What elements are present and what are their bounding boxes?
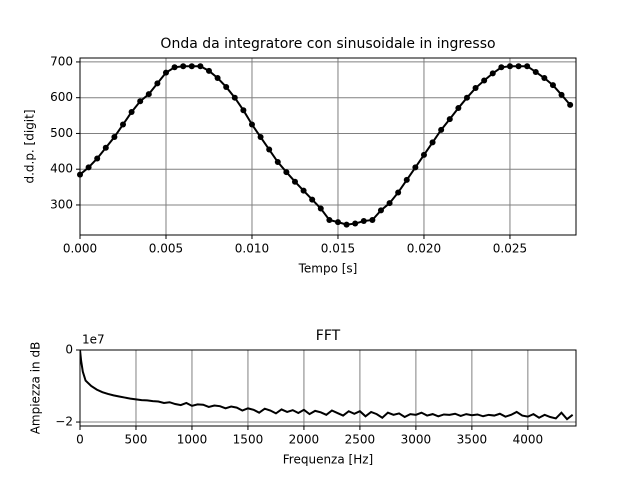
data-point	[231, 94, 238, 101]
y-tick-label: −2	[55, 415, 73, 429]
y-axis-label: d.d.p. [digit]	[23, 109, 37, 183]
x-tick-label: 3500	[457, 433, 488, 447]
data-point	[369, 216, 376, 223]
y-tick-label: 700	[50, 54, 73, 68]
data-line	[80, 350, 574, 421]
axes-frame	[79, 349, 577, 427]
chart-title: FFT	[316, 328, 341, 344]
data-point	[317, 205, 324, 212]
data-point	[223, 83, 230, 90]
data-point	[137, 98, 144, 105]
data-point	[489, 70, 496, 77]
y-offset-label: 1e7	[82, 333, 105, 347]
x-tick-label: 1500	[233, 433, 264, 447]
data-point	[188, 63, 195, 70]
data-point	[291, 178, 298, 185]
data-point	[549, 82, 556, 89]
data-point	[541, 75, 548, 82]
data-point	[85, 164, 92, 171]
data-point	[266, 146, 273, 153]
data-point	[412, 164, 419, 171]
data-point	[446, 116, 453, 123]
data-point	[240, 107, 247, 114]
y-tick-label: 400	[50, 162, 73, 176]
data-point	[326, 216, 333, 223]
data-point	[119, 121, 126, 128]
data-point	[257, 134, 264, 141]
data-point	[386, 200, 393, 207]
data-point	[463, 94, 470, 101]
data-point	[395, 189, 402, 196]
x-tick-label: 0.005	[149, 242, 183, 256]
plot-area	[80, 58, 576, 235]
data-point	[455, 105, 462, 112]
axes-frame	[79, 57, 577, 236]
data-point	[145, 91, 152, 98]
data-point	[162, 69, 169, 76]
data-point	[334, 219, 341, 226]
x-tick-label: 0.025	[493, 242, 527, 256]
x-tick-label: 0.015	[321, 242, 355, 256]
y-tick-label: 300	[50, 197, 73, 211]
data-point	[558, 91, 565, 98]
x-tick-label: 500	[125, 433, 148, 447]
data-point	[197, 63, 204, 70]
x-axis-label: Tempo [s]	[298, 262, 358, 276]
data-point	[343, 221, 350, 228]
y-tick-label: 0	[65, 343, 73, 357]
data-point	[111, 134, 118, 141]
x-tick-label: 4000	[513, 433, 544, 447]
x-axis-label: Frequenza [Hz]	[283, 453, 373, 467]
x-tick-label: 0.020	[407, 242, 441, 256]
x-tick-label: 0.000	[63, 242, 97, 256]
x-tick-label: 2500	[345, 433, 376, 447]
data-point	[283, 169, 290, 176]
data-point	[102, 144, 109, 151]
data-point	[472, 85, 479, 92]
data-point	[309, 196, 316, 203]
data-point	[248, 121, 255, 128]
data-point	[429, 139, 436, 146]
x-tick-label: 1000	[177, 433, 208, 447]
x-tick-label: 0	[76, 433, 84, 447]
data-point	[274, 159, 281, 166]
data-point	[180, 63, 187, 70]
data-point	[205, 67, 212, 74]
data-point	[377, 207, 384, 214]
data-line	[80, 65, 571, 226]
y-axis-label: Ampiezza in dB	[29, 342, 43, 435]
x-tick-label: 0.010	[235, 242, 269, 256]
data-point	[403, 176, 410, 183]
data-point	[154, 80, 161, 87]
data-point	[128, 108, 135, 115]
data-point	[481, 77, 488, 84]
data-point	[171, 64, 178, 71]
data-point	[532, 68, 539, 75]
data-point	[360, 218, 367, 225]
data-point	[352, 220, 359, 227]
data-point	[515, 63, 522, 70]
data-point	[498, 64, 505, 71]
data-point	[524, 63, 531, 70]
data-point	[420, 151, 427, 158]
x-tick-label: 3000	[401, 433, 432, 447]
data-point	[300, 187, 307, 194]
data-point	[438, 126, 445, 133]
y-tick-label: 600	[50, 90, 73, 104]
data-point	[506, 63, 513, 70]
data-point	[567, 101, 574, 108]
x-tick-label: 2000	[289, 433, 320, 447]
y-tick-label: 500	[50, 126, 73, 140]
chart-title: Onda da integratore con sinusoidale in i…	[160, 36, 495, 52]
data-point	[214, 75, 221, 82]
data-point	[94, 155, 101, 162]
